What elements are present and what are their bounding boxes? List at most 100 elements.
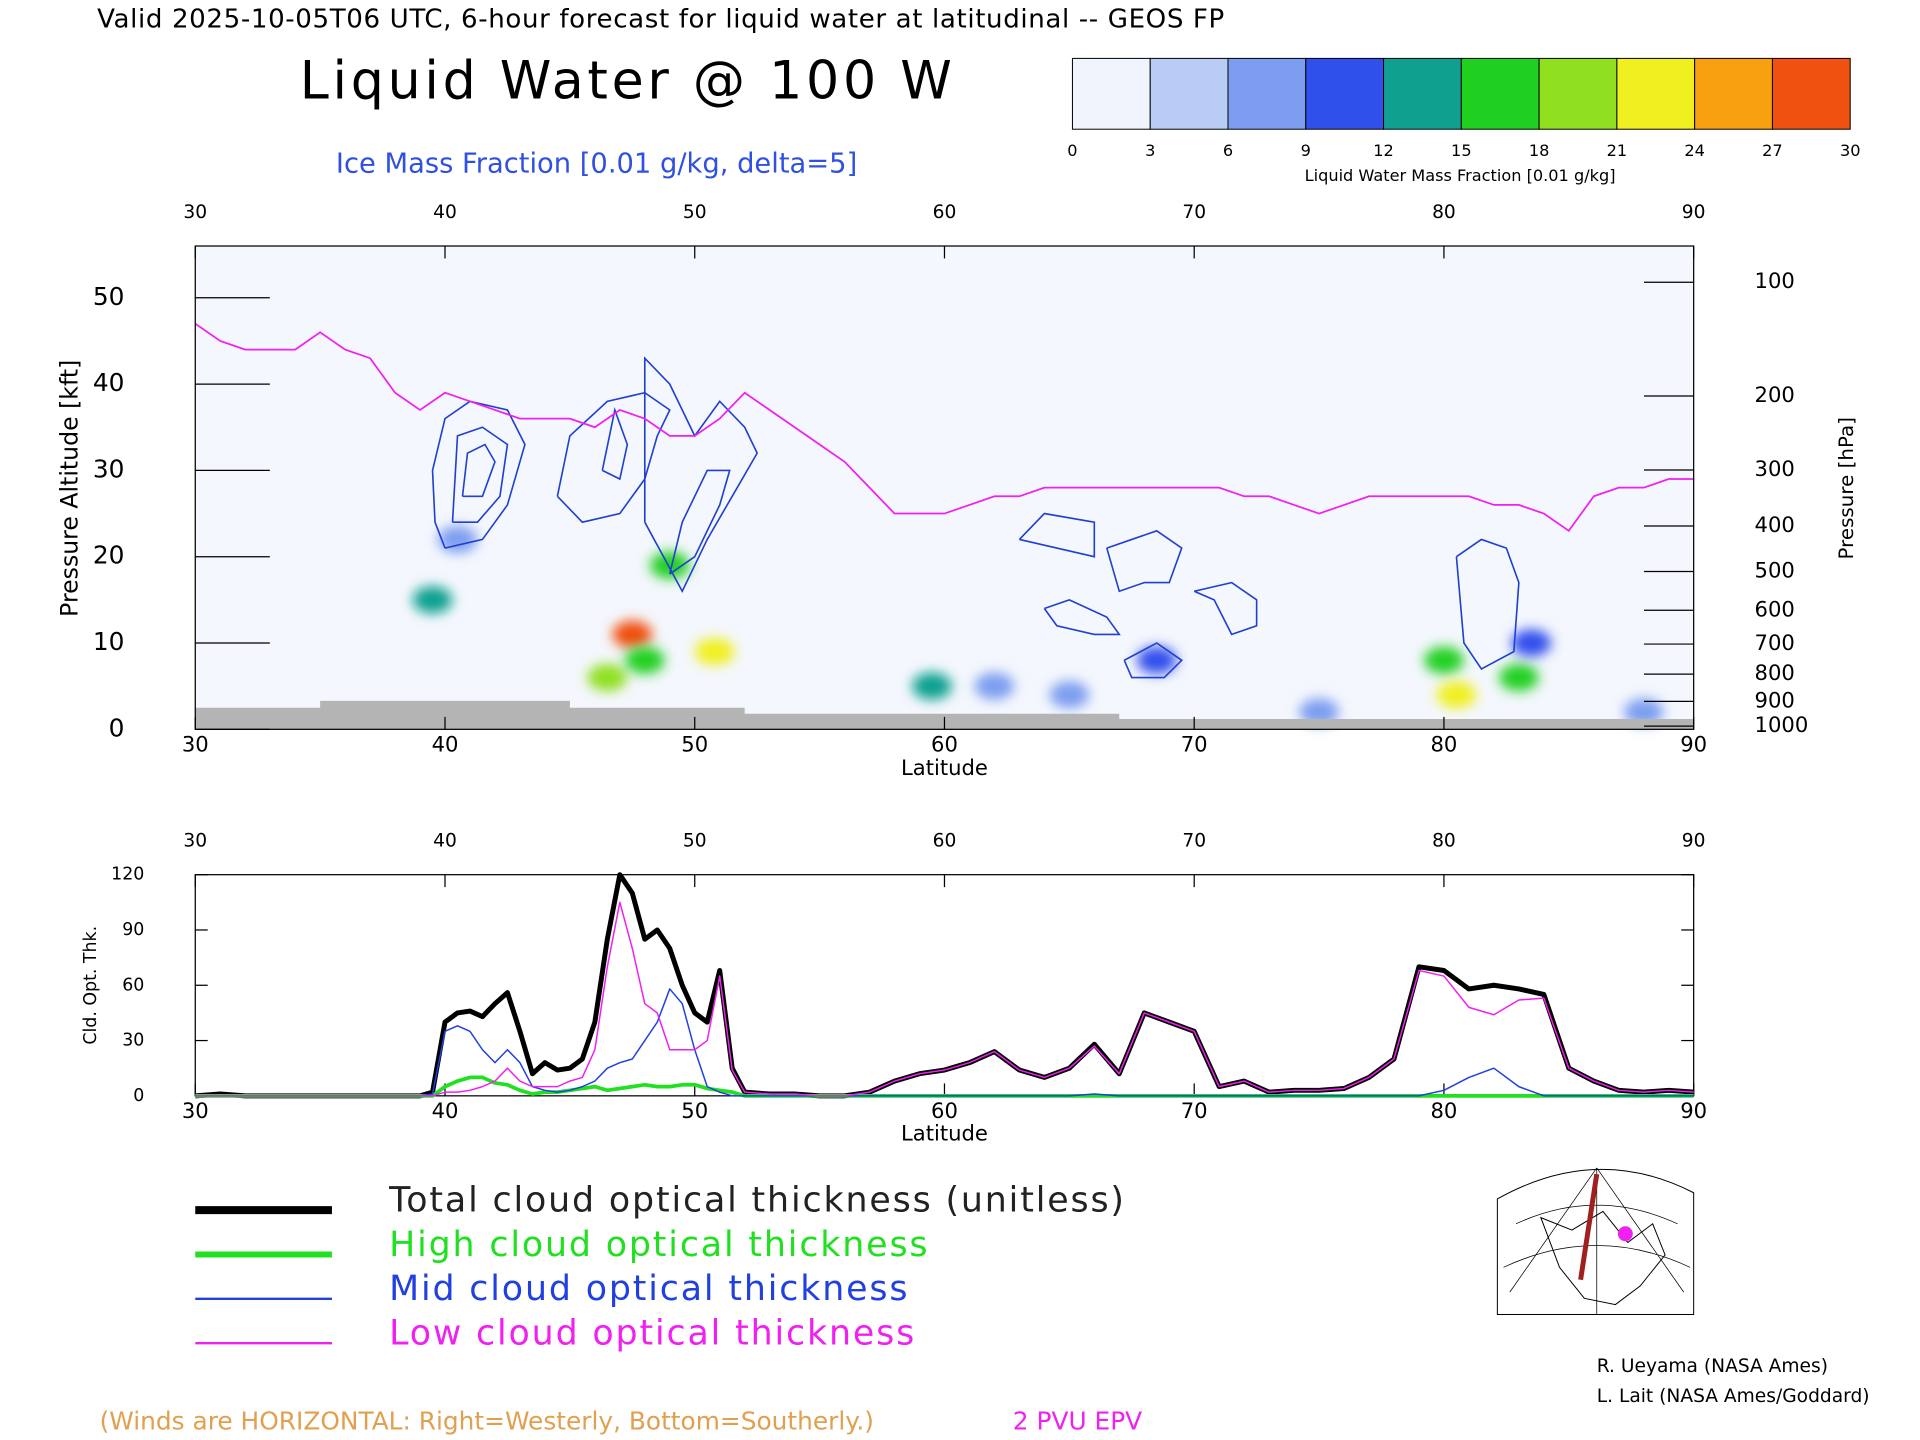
ice-contour [461,443,496,498]
x-tick-label: 50 [683,202,707,223]
y2-tick-label: 400 [1755,512,1795,537]
liquid-water-cell [912,672,952,700]
x-tick-label: 80 [1432,831,1456,852]
map-marker [1617,1226,1633,1242]
y2-tick-label: 100 [1755,268,1795,293]
x-tick-label: 30 [183,831,207,852]
ice-contour [431,400,526,549]
liquid-water-cell [587,663,628,692]
x-tick-label: 90 [1680,731,1707,756]
colorbar-tick-label: 27 [1762,141,1783,160]
colorbar-segment [1460,57,1540,130]
x-tick-label: 60 [931,1098,958,1123]
header: Valid 2025-10-05T06 UTC, 6-hour forecast… [97,4,1225,34]
liquid-water-cell [1623,698,1664,726]
x-tick-label: 50 [683,831,707,852]
liquid-water-cell [612,620,653,649]
y2-tick-label: 700 [1755,630,1795,655]
colorbar-label: Liquid Water Mass Fraction [0.01 g/kg] [1305,166,1616,185]
series-line [195,901,1694,1097]
liquid-water-cell [624,646,665,674]
liquid-water-cell [1424,646,1464,674]
x-axis-label: Latitude [901,755,988,780]
liquid-water-cell [694,637,735,666]
x-tick-label: 40 [432,731,459,756]
epv-line [194,322,1694,533]
y2-tick-label: 300 [1755,456,1795,481]
x-axis-label: Latitude [901,1120,988,1145]
plot-background [195,246,1694,730]
locator-map [1496,1167,1695,1316]
y-tick-label: 50 [93,282,125,311]
x-tick-label: 80 [1430,731,1457,756]
y2-tick-label: 1000 [1755,712,1809,737]
ice-contour [1193,581,1258,636]
x-tick-label: 40 [433,831,457,852]
liquid-water-cell [1511,629,1552,657]
colorbar-tick-label: 3 [1145,141,1155,160]
x-tick-label: 50 [681,1098,708,1123]
colorbar-tick-label: 6 [1223,141,1233,160]
y-tick-label: 40 [93,368,125,397]
ice-contour [1455,538,1520,670]
y-tick-label: 20 [93,541,125,570]
colorbar-tick-label: 12 [1373,141,1394,160]
colorbar-segment [1227,57,1307,130]
ice-contour [1123,642,1183,679]
y2-tick-label: 800 [1755,660,1795,685]
x-tick-label: 90 [1680,1098,1707,1123]
y2-tick-label: 600 [1755,596,1795,621]
credit: L. Lait (NASA Ames/Goddard) [1597,1386,1870,1407]
x-tick-label: 60 [933,831,957,852]
colorbar-segment [1071,57,1151,130]
x-tick-label: 70 [1182,831,1206,852]
liquid-water-cell [649,551,690,580]
legend-label: Total cloud optical thickness (unitless) [388,1180,1126,1220]
liquid-water-cell [974,672,1015,700]
series-line [195,988,1694,1097]
liquid-water-cell [1136,646,1177,674]
y-tick-label: 120 [111,865,144,885]
x-tick-label: 70 [1181,1098,1208,1123]
ice-contour [556,391,671,524]
colorbar-tick-label: 30 [1840,141,1861,160]
liquid-water-cell [1436,681,1477,709]
y-axis-label: Pressure Altitude [kft] [56,360,84,617]
y2-tick-label: 900 [1755,687,1795,712]
colorbar-segment [1383,57,1462,130]
liquid-water-cell [412,586,453,614]
y-tick-label: 60 [122,975,144,995]
liquid-water-cell [1049,681,1090,709]
x-tick-label: 70 [1182,202,1206,223]
x-tick-label: 80 [1430,1098,1457,1123]
y-tick-label: 10 [93,627,125,656]
colorbar-tick-label: 21 [1607,141,1628,160]
ice-contour [643,356,759,594]
x-tick-label: 70 [1181,731,1208,756]
colorbar-segment [1694,57,1773,130]
ice-contour [1018,512,1096,558]
colorbar-tick-label: 24 [1684,141,1705,160]
legend-label: High cloud optical thickness [389,1225,929,1265]
x-tick-label: 60 [933,202,957,223]
colorbar-tick-label: 0 [1067,141,1077,160]
epv-legend: 2 PVU EPV [1013,1407,1142,1436]
colorbar-tick-label: 9 [1301,141,1311,160]
map-grid [1503,1167,1691,1315]
colorbar-tick-label: 15 [1451,141,1472,160]
x-tick-label: 40 [433,202,457,223]
y2-axis-label: Pressure [hPa] [1835,417,1858,559]
y-axis-label: Cld. Opt. Thk. [81,926,101,1045]
colorbar-segment [1771,57,1851,130]
legend-label: Mid cloud optical thickness [389,1269,909,1309]
x-tick-label: 30 [183,202,207,223]
ice-label: Ice Mass Fraction [0.01 g/kg, delta=5] [336,149,857,180]
liquid-water-cell [1299,698,1339,726]
colorbar-segment [1305,57,1385,130]
ice-contour [668,469,731,575]
y2-tick-label: 200 [1755,382,1795,407]
ice-contour [1043,598,1121,636]
y-tick-label: 30 [93,454,125,483]
y2-tick-label: 500 [1755,558,1795,583]
surface [195,700,1694,730]
